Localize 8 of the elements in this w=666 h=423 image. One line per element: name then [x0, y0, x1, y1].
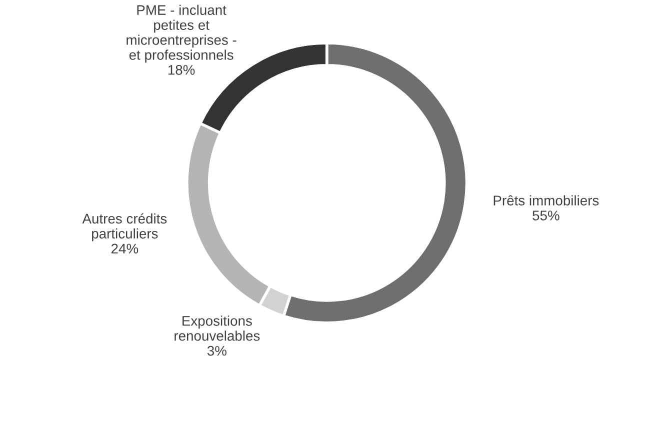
slice-label: PME - incluant petites et microentreprises - et professionnels	[126, 4, 236, 63]
data-label: 3%	[207, 346, 226, 356]
data-label: 24%	[111, 244, 138, 254]
data-label: 55%	[532, 210, 560, 220]
slice-label: Autres crédits particuliers	[82, 213, 167, 242]
data-label: 18%	[168, 64, 195, 75]
slice-label: Prêts immobiliers	[494, 195, 599, 206]
slice-label: Expositions renouvelables	[174, 316, 260, 341]
